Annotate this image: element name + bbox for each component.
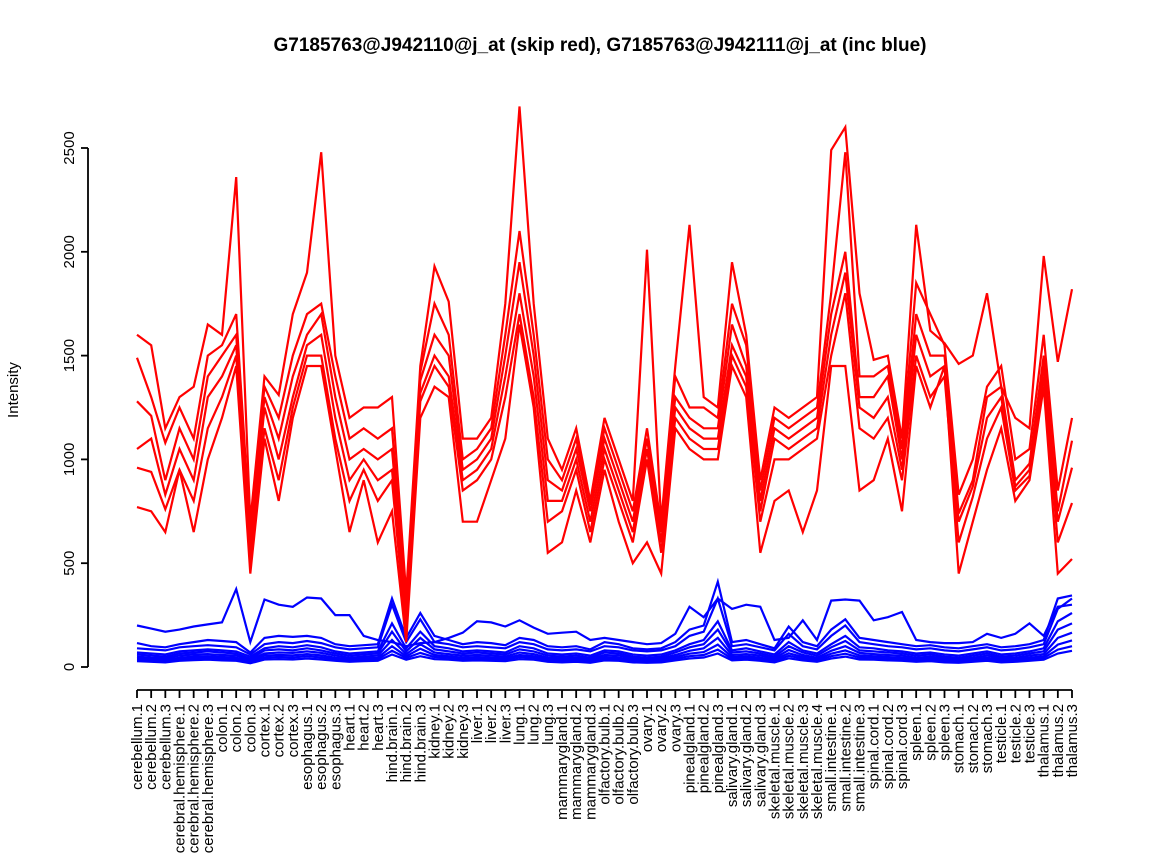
- series-line-inc: [136, 595, 1073, 656]
- x-tick-label: olfactory.bulb.3: [625, 704, 642, 805]
- x-tick-label: salivary.gland.2: [738, 704, 755, 807]
- x-tick-label: hind.brain.3: [412, 704, 429, 782]
- x-tick-label: liver.3: [497, 704, 514, 743]
- x-tick-label: cerebellum.2: [143, 704, 160, 790]
- x-tick-label: skeletal.muscle.2: [781, 704, 798, 819]
- x-tick-label: cerebral.hemisphere.2: [186, 704, 203, 853]
- y-tick-label: 0: [61, 663, 78, 671]
- x-tick-label: colon.3: [242, 704, 259, 752]
- x-tick-label: testicle.3: [1022, 704, 1039, 763]
- x-tick-label: spinal.cord.3: [894, 704, 911, 789]
- x-tick-label: pinealgland.1: [682, 704, 699, 793]
- series-line-skip: [135, 152, 1074, 605]
- x-tick-label: pinealgland.3: [710, 704, 727, 793]
- series-line-inc: [136, 639, 1073, 663]
- x-tick-label: spleen.2: [922, 704, 939, 761]
- series-line-skip: [136, 251, 1074, 616]
- x-tick-label: small.intestine.1: [823, 704, 840, 812]
- series-line-inc: [136, 631, 1073, 661]
- x-tick-label: kidney.3: [455, 704, 472, 759]
- series-line-skip: [136, 272, 1074, 626]
- series-lines: [135, 106, 1074, 665]
- x-tick-label: spleen.1: [908, 704, 925, 761]
- x-tick-label: kidney.1: [427, 704, 444, 759]
- y-axis-ticks: 0 500 1000 1500 2000 2500: [61, 131, 88, 671]
- x-tick-label: thalamus.1: [1036, 704, 1053, 777]
- x-tick-label: mammarygland.3: [582, 704, 599, 820]
- x-tick-label: kidney.2: [441, 704, 458, 759]
- x-tick-label: cerebral.hemisphere.1: [172, 704, 189, 853]
- x-tick-label: thalamus.2: [1050, 704, 1067, 777]
- x-tick-label: thalamus.3: [1064, 704, 1081, 777]
- series-line-inc: [136, 649, 1073, 665]
- x-tick-label: lung.3: [540, 704, 557, 745]
- x-tick-label: heart.2: [356, 704, 373, 751]
- series-line-inc: [136, 645, 1073, 664]
- series-line-inc: [136, 577, 1073, 654]
- x-tick-label: skeletal.muscle.4: [809, 704, 826, 819]
- x-tick-label: ovary.2: [653, 704, 670, 752]
- x-tick-label: stomach.2: [965, 704, 982, 773]
- x-tick-label: lung.1: [512, 704, 529, 745]
- x-tick-label: hind.brain.2: [398, 704, 415, 782]
- y-tick-label: 1000: [61, 443, 78, 476]
- x-tick-label: esophagus.2: [313, 704, 330, 790]
- x-tick-label: cerebellum.3: [157, 704, 174, 790]
- x-tick-label: spleen.3: [937, 704, 954, 761]
- series-line-skip: [136, 324, 1073, 643]
- x-tick-label: spinal.cord.2: [880, 704, 897, 789]
- x-tick-label: testicle.2: [1007, 704, 1024, 763]
- x-tick-label: olfactory.bulb.2: [611, 704, 628, 805]
- x-tick-label: olfactory.bulb.1: [597, 704, 614, 805]
- x-tick-label: hind.brain.1: [384, 704, 401, 782]
- y-tick-label: 2000: [61, 235, 78, 268]
- x-tick-label: cortex.2: [271, 704, 288, 757]
- x-tick-label: salivary.gland.3: [752, 704, 769, 807]
- series-line-skip: [136, 293, 1074, 634]
- series-line-inc: [136, 622, 1073, 660]
- x-tick-label: colon.2: [228, 704, 245, 752]
- series-line-inc: [136, 585, 1073, 648]
- x-tick-label: salivary.gland.1: [724, 704, 741, 807]
- x-tick-label: small.intestine.3: [852, 704, 869, 812]
- x-tick-label: cortex.3: [285, 704, 302, 757]
- x-tick-label: testicle.1: [993, 704, 1010, 763]
- y-tick-label: 2500: [61, 131, 78, 164]
- y-tick-label: 500: [61, 551, 78, 576]
- x-tick-label: mammarygland.2: [568, 704, 585, 820]
- x-tick-label: stomach.1: [951, 704, 968, 773]
- chart-title: G7185763@J942110@j_at (skip red), G71857…: [274, 35, 927, 56]
- series-line-inc: [136, 612, 1073, 658]
- x-tick-label: lung.2: [526, 704, 543, 745]
- x-tick-label: pinealgland.2: [696, 704, 713, 793]
- x-tick-label: stomach.3: [979, 704, 996, 773]
- x-tick-label: spinal.cord.1: [866, 704, 883, 789]
- x-tick-label: esophagus.3: [327, 704, 344, 790]
- series-line-skip: [136, 106, 1074, 595]
- x-tick-label: cerebellum.1: [129, 704, 146, 790]
- x-tick-label: cerebral.hemisphere.3: [200, 704, 217, 853]
- x-tick-label: mammarygland.1: [554, 704, 571, 820]
- x-tick-label: skeletal.muscle.3: [795, 704, 812, 819]
- x-tick-label: colon.1: [214, 704, 231, 752]
- y-axis-label: Intensity: [5, 362, 22, 418]
- x-tick-label: cortex.1: [257, 704, 274, 757]
- x-tick-label: heart.1: [342, 704, 359, 751]
- x-tick-label: small.intestine.2: [837, 704, 854, 812]
- x-tick-label: heart.3: [370, 704, 387, 751]
- x-tick-label: liver.2: [483, 704, 500, 743]
- x-tick-label: ovary.1: [639, 704, 656, 752]
- x-tick-label: skeletal.muscle.1: [767, 704, 784, 819]
- y-tick-label: 1500: [61, 339, 78, 372]
- x-axis-ticks: cerebellum.1cerebellum.2cerebellum.3cere…: [129, 690, 1081, 853]
- x-tick-label: esophagus.1: [299, 704, 316, 790]
- x-tick-label: ovary.3: [667, 704, 684, 752]
- x-tick-label: liver.1: [469, 704, 486, 743]
